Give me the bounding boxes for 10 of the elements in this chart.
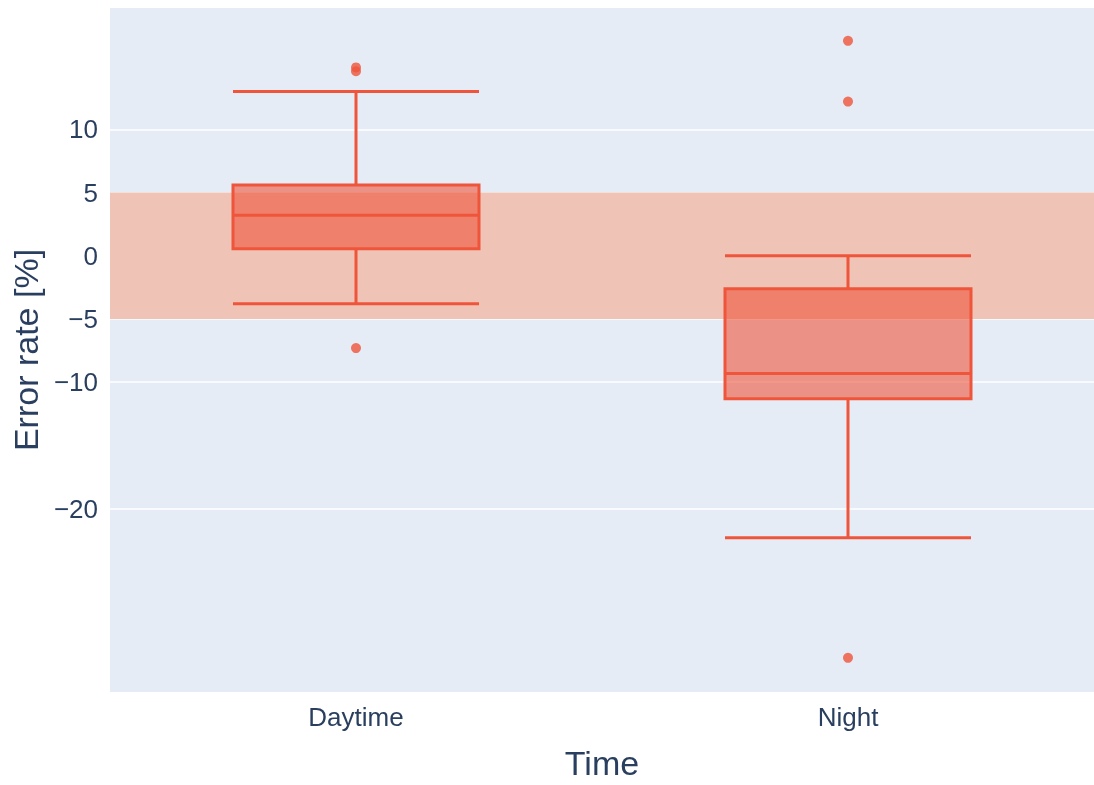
- y-tick-label: 10: [69, 114, 98, 145]
- y-tick-label: −10: [53, 367, 98, 398]
- y-tick-label: −20: [53, 493, 98, 524]
- y-axis-title: Error rate [%]: [7, 248, 45, 452]
- y-tick-label: 5: [83, 177, 98, 208]
- x-axis-title: Time: [564, 744, 640, 782]
- y-tick-label: −5: [68, 304, 98, 335]
- y-tick-label: 0: [83, 240, 98, 271]
- x-tick-label: Night: [817, 702, 880, 732]
- x-tick-label: Daytime: [308, 702, 404, 732]
